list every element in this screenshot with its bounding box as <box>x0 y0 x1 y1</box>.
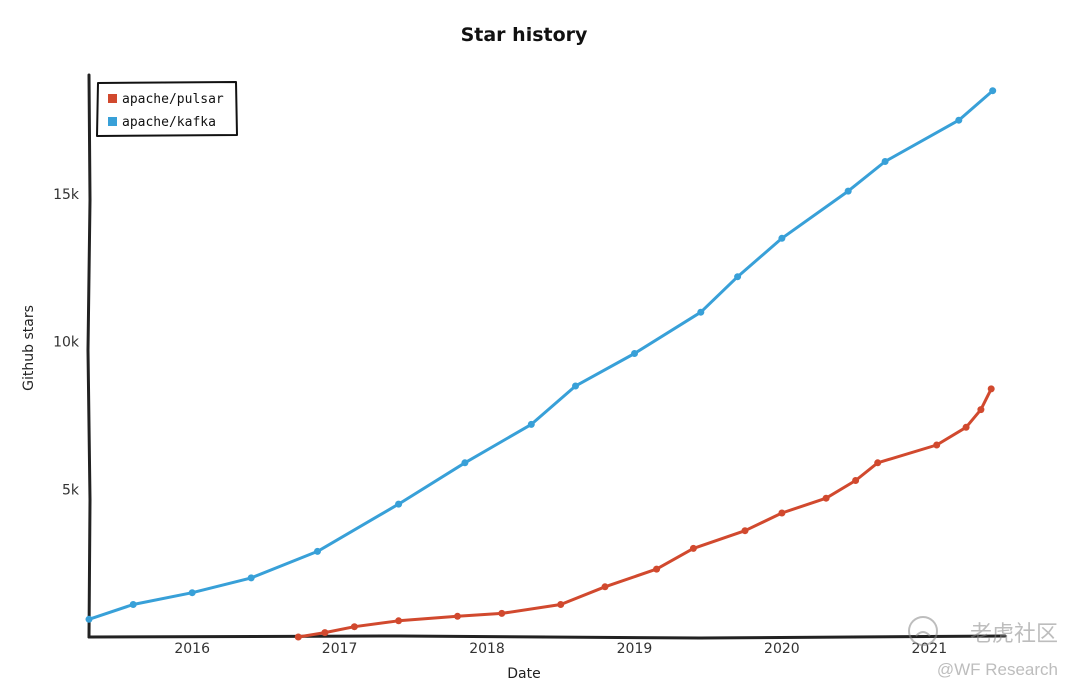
data-point-pulsar <box>987 385 995 393</box>
y-axis <box>86 73 92 639</box>
data-point-pulsar <box>653 565 661 573</box>
watermark-handle: @WF Research <box>937 660 1058 679</box>
series-line-pulsar <box>296 387 993 639</box>
data-point-kafka <box>572 382 579 390</box>
x-tick-label: 2016 <box>174 641 210 657</box>
data-point-kafka <box>844 187 852 195</box>
y-tick-label: 5k <box>62 482 80 498</box>
data-point-pulsar <box>778 509 786 517</box>
data-point-pulsar <box>454 612 461 620</box>
data-point-kafka <box>85 615 93 623</box>
y-axis-label: Github stars <box>21 305 37 391</box>
data-point-kafka <box>778 234 786 242</box>
series-line-kafka <box>87 89 995 621</box>
data-point-pulsar <box>852 477 860 484</box>
legend-swatch-kafka <box>108 117 117 126</box>
x-ticks: 2016 2017 2018 2019 2020 2021 <box>174 641 947 657</box>
data-point-kafka <box>461 459 469 467</box>
data-point-kafka <box>631 350 638 357</box>
data-point-pulsar <box>498 609 506 617</box>
data-point-pulsar <box>321 629 329 637</box>
legend-box <box>96 81 238 137</box>
y-tick-label: 15k <box>53 187 80 203</box>
x-tick-label: 2019 <box>617 641 653 657</box>
data-point-kafka <box>734 273 742 281</box>
data-point-pulsar <box>294 633 302 641</box>
data-point-kafka <box>527 420 535 428</box>
x-axis <box>87 634 1007 640</box>
data-point-pulsar <box>601 583 609 591</box>
data-point-pulsar <box>822 494 830 502</box>
data-point-kafka <box>314 547 321 555</box>
x-tick-label: 2017 <box>322 641 358 657</box>
x-tick-label: 2018 <box>469 641 505 657</box>
y-ticks: 5k 10k 15k <box>53 187 80 498</box>
paw-icon-mark <box>915 631 931 637</box>
series-layer <box>85 87 997 641</box>
data-point-pulsar <box>933 441 941 449</box>
data-point-pulsar <box>977 406 985 414</box>
data-point-kafka <box>395 500 403 508</box>
y-tick-label: 10k <box>53 335 80 351</box>
data-point-kafka <box>697 308 705 316</box>
data-point-kafka <box>129 601 137 608</box>
chart-title: Star history <box>461 24 588 46</box>
data-point-kafka <box>247 574 255 582</box>
legend-label-pulsar: apache/pulsar <box>122 92 224 107</box>
data-point-kafka <box>188 589 196 597</box>
data-point-kafka <box>881 158 889 165</box>
data-point-kafka <box>989 87 997 95</box>
data-point-pulsar <box>557 601 565 608</box>
watermark: 老虎社区 @WF Research <box>908 616 1058 679</box>
paw-icon <box>908 616 938 646</box>
data-point-pulsar <box>874 459 882 467</box>
data-point-pulsar <box>395 617 403 625</box>
data-point-pulsar <box>741 527 749 535</box>
legend: apache/pulsar apache/kafka <box>96 81 238 137</box>
data-point-pulsar <box>350 623 358 631</box>
x-tick-label: 2020 <box>764 641 800 657</box>
data-point-pulsar <box>962 423 970 431</box>
x-axis-label: Date <box>507 666 540 682</box>
data-point-kafka <box>955 116 963 124</box>
legend-swatch-pulsar <box>108 94 117 103</box>
legend-label-kafka: apache/kafka <box>122 115 216 130</box>
data-point-pulsar <box>689 544 697 552</box>
watermark-brand: 老虎社区 <box>970 621 1058 646</box>
